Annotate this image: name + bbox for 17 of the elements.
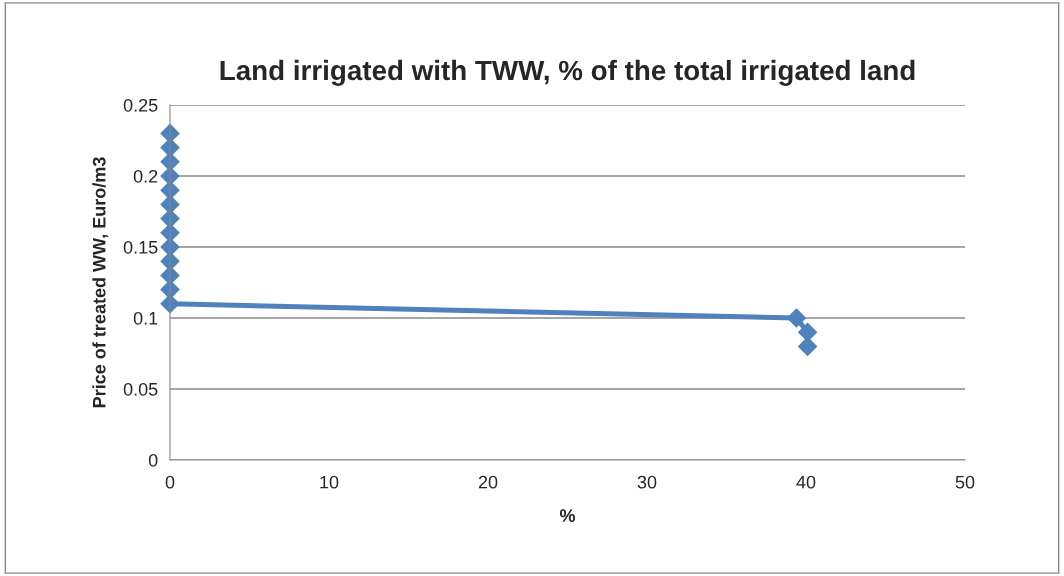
y-tick-label: 0.1	[133, 311, 158, 325]
x-tick-label: 50	[955, 475, 975, 489]
point	[786, 308, 807, 328]
y-tick-label: 0.15	[123, 240, 158, 254]
chart-title: Land irrigated with TWW, % of the total irrigated land	[220, 59, 915, 86]
x-axis-title: %	[559, 509, 576, 522]
x-tick-label: 30	[637, 475, 657, 489]
x-tick-label: 40	[796, 475, 816, 489]
y-tick-label: 0.2	[133, 169, 158, 183]
point	[797, 336, 818, 357]
x-tick-label: 0	[165, 475, 175, 489]
y-axis-title: Price of treated WW, Euro/m3	[92, 157, 109, 408]
y-tick-label: 0.05	[123, 382, 158, 396]
y-tick-label: 0	[148, 453, 158, 467]
x-tick-label: 20	[478, 475, 498, 489]
y-tick-label: 0.25	[123, 98, 158, 112]
x-tick-label: 10	[320, 475, 339, 489]
